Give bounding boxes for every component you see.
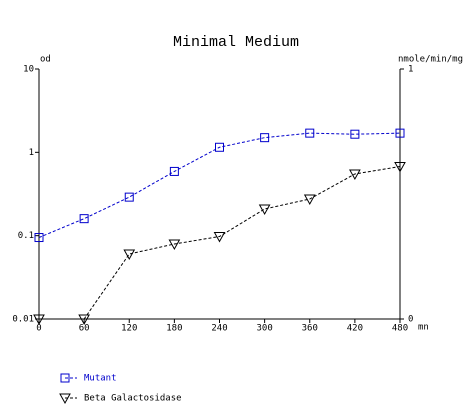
marker — [59, 393, 71, 405]
marker — [124, 192, 134, 202]
x-tick-label: 360 — [302, 324, 318, 334]
marker — [60, 373, 70, 383]
marker — [34, 233, 44, 243]
x-tick-label: 240 — [211, 324, 227, 334]
y-tick-label: 0.1 — [18, 231, 34, 241]
legend-label: Mutant — [84, 374, 117, 384]
marker — [123, 249, 136, 261]
marker — [350, 129, 360, 139]
x-tick-label: 0 — [36, 324, 41, 334]
y2-axis-label: nmole/min/mg — [398, 55, 463, 65]
y-tick-label: 1 — [29, 148, 34, 158]
marker — [79, 214, 89, 224]
y-axis-label: od — [40, 55, 51, 65]
marker — [168, 239, 181, 251]
marker — [395, 128, 405, 138]
legend-label: Beta Galactosidase — [84, 394, 182, 404]
marker — [394, 162, 406, 173]
marker — [213, 232, 226, 243]
marker — [258, 204, 271, 216]
y2-tick-label: 0 — [408, 315, 413, 325]
marker — [169, 166, 179, 176]
y-tick-label: 10 — [23, 65, 34, 75]
marker — [260, 133, 270, 143]
marker — [303, 194, 316, 206]
series-line — [38, 132, 401, 238]
marker — [78, 314, 90, 326]
y2-tick-label: 1 — [408, 65, 413, 75]
x-tick-label: 420 — [347, 324, 363, 334]
marker — [349, 169, 361, 181]
x-tick-label: 480 — [392, 324, 408, 334]
x-tick-label: 60 — [79, 324, 90, 334]
chart-title: Minimal Medium — [173, 34, 299, 51]
x-tick-label: 300 — [256, 324, 272, 334]
x-tick-label: 120 — [121, 324, 137, 334]
series-line — [39, 166, 401, 320]
y-tick-label: 0.01 — [12, 315, 34, 325]
marker — [305, 128, 315, 138]
marker — [33, 314, 45, 326]
x-tick-label: 180 — [166, 324, 182, 334]
marker — [215, 142, 224, 152]
x-axis-label: mn — [418, 323, 429, 333]
